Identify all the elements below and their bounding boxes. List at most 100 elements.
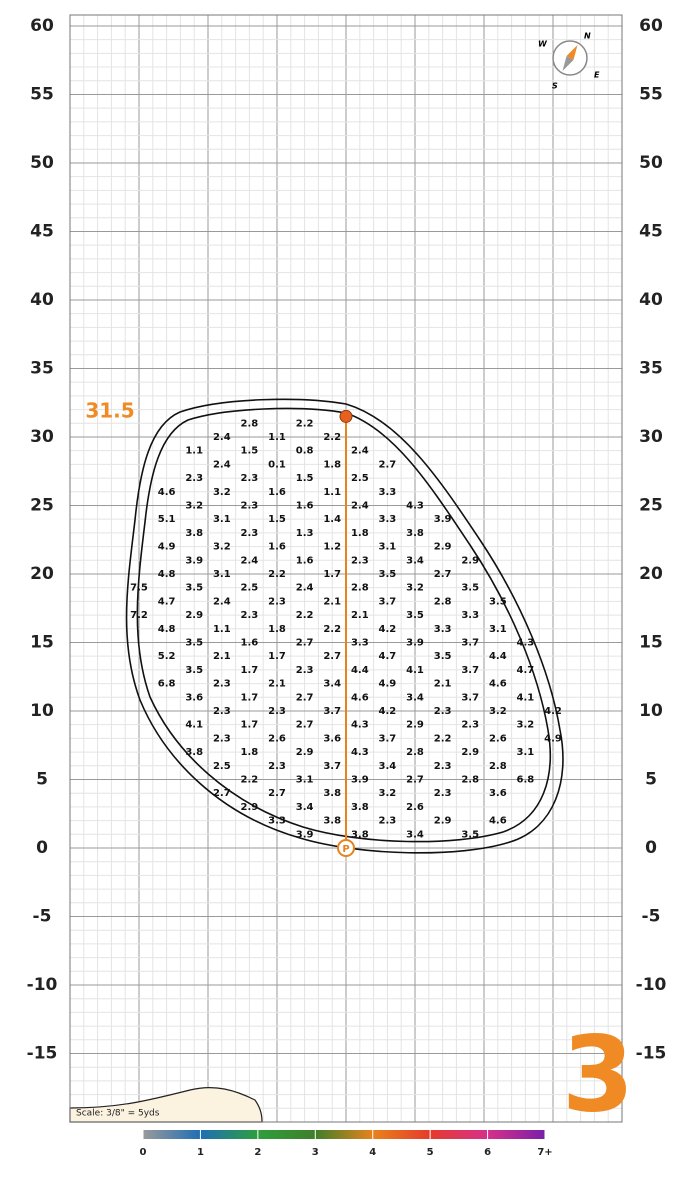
compass-needle-south [562,56,574,71]
y-tick-label-left: 10 [30,701,54,721]
slope-label: 2.3 [213,706,231,717]
slope-label: 1.1 [268,432,286,443]
slope-label: 2.3 [268,761,286,772]
slope-label: 4.1 [406,665,424,676]
slope-label: 7.5 [130,583,148,594]
slope-label: 3.2 [213,542,231,553]
slope-label: 2.9 [434,542,452,553]
y-tick-label-left: -10 [27,975,58,995]
slope-label: 3.9 [185,555,203,566]
slope-label: 3.4 [323,679,341,690]
slope-label: 2.3 [185,473,203,484]
legend-tick-label: 0 [140,1147,147,1158]
slope-label: 1.6 [268,487,286,498]
y-tick-label-right: 40 [639,290,663,310]
slope-label: 2.3 [241,500,259,511]
slope-label: 1.1 [213,624,231,635]
slope-label: 3.9 [406,637,424,648]
slope-label: 2.1 [351,610,369,621]
slope-label: 2.2 [323,624,341,635]
y-tick-label-left: -15 [27,1043,58,1063]
slope-label: 1.1 [185,446,203,457]
slope-label: 2.1 [268,679,286,690]
slope-label: 4.4 [489,651,507,662]
slope-label: 2.1 [323,596,341,607]
slope-label: 0.1 [268,459,286,470]
y-tick-label-left: 30 [30,427,54,447]
slope-label: 4.9 [379,679,397,690]
y-tick-label-right: -5 [642,906,661,926]
scale-note: Scale: 3/8" = 5yds [76,1109,160,1119]
slope-label: 1.8 [323,459,341,470]
compass-n: N [584,32,591,41]
slope-label: 3.2 [213,487,231,498]
slope-label: 3.7 [323,761,341,772]
slope-label: 2.7 [296,720,314,731]
slope-label: 3.3 [351,637,369,648]
slope-label: 2.3 [461,720,479,731]
slope-label: 3.6 [185,692,203,703]
slope-label: 3.1 [296,774,314,785]
slope-label: 3.8 [406,528,424,539]
slope-label: 2.2 [434,733,452,744]
y-tick-label-left: 35 [30,358,54,378]
slope-label: 3.9 [434,514,452,525]
slope-label: 3.8 [323,816,341,827]
slope-label: 2.6 [268,733,286,744]
y-tick-label-right: 55 [639,84,663,104]
slope-label: 4.7 [158,596,176,607]
slope-label: 1.7 [241,692,259,703]
slope-label: 4.3 [517,637,535,648]
slope-label: 2.9 [185,610,203,621]
slope-label: 2.3 [241,473,259,484]
slope-label: 2.2 [268,569,286,580]
slope-labels: 2.8 2.2 2.4 1.1 2.2 1.1 1.5 0.8 2.4 2.4 0.1 1.8 2.7 2… [130,418,562,840]
y-tick-label-right: -15 [636,1043,667,1063]
slope-label: 3.8 [185,747,203,758]
slope-label: 2.4 [351,500,369,511]
slope-label: 2.4 [296,583,314,594]
slope-label: 3.2 [489,706,507,717]
slope-label: 2.2 [241,774,259,785]
y-tick-label-right: 35 [639,358,663,378]
slope-label: 3.4 [406,692,424,703]
slope-label: 2.3 [268,706,286,717]
slope-label: 4.3 [406,500,424,511]
slope-label: 3.2 [406,583,424,594]
slope-label: 2.4 [213,459,231,470]
slope-label: 3.5 [461,829,479,840]
slope-label: 1.7 [323,569,341,580]
y-tick-label-right: 0 [645,838,657,858]
slope-label: 1.7 [268,651,286,662]
slope-label: 2.1 [213,651,231,662]
y-tick-label-left: 50 [30,153,54,173]
slope-label: 3.1 [517,747,535,758]
legend-tick-label: 3 [312,1147,319,1158]
slope-label: 3.3 [434,624,452,635]
y-tick-label-right: 50 [639,153,663,173]
slope-label: 2.7 [323,651,341,662]
y-tick-label-right: 45 [639,221,663,241]
green-outline-inner [136,407,552,843]
y-tick-label-left: 55 [30,84,54,104]
slope-label: 4.9 [158,542,176,553]
legend-tick-label: 6 [484,1147,491,1158]
slope-label: 4.6 [351,692,369,703]
slope-label: 1.6 [268,542,286,553]
slope-label: 4.2 [379,624,397,635]
slope-label: 2.2 [323,432,341,443]
slope-label: 3.5 [461,583,479,594]
slope-label: 2.3 [213,733,231,744]
slope-label: 2.9 [406,720,424,731]
slope-label: 3.3 [379,514,397,525]
slope-label: 3.3 [461,610,479,621]
legend-tick-label: 1 [197,1147,204,1158]
legend: 0 1 2 3 4 5 6 7+ [140,1130,553,1158]
compass-needle-north [566,45,578,60]
legend-tick-label: 2 [254,1147,261,1158]
slope-label: 1.4 [323,514,341,525]
frame [69,14,623,1123]
y-tick-label-right: 30 [639,427,663,447]
slope-label: 2.2 [296,418,314,429]
